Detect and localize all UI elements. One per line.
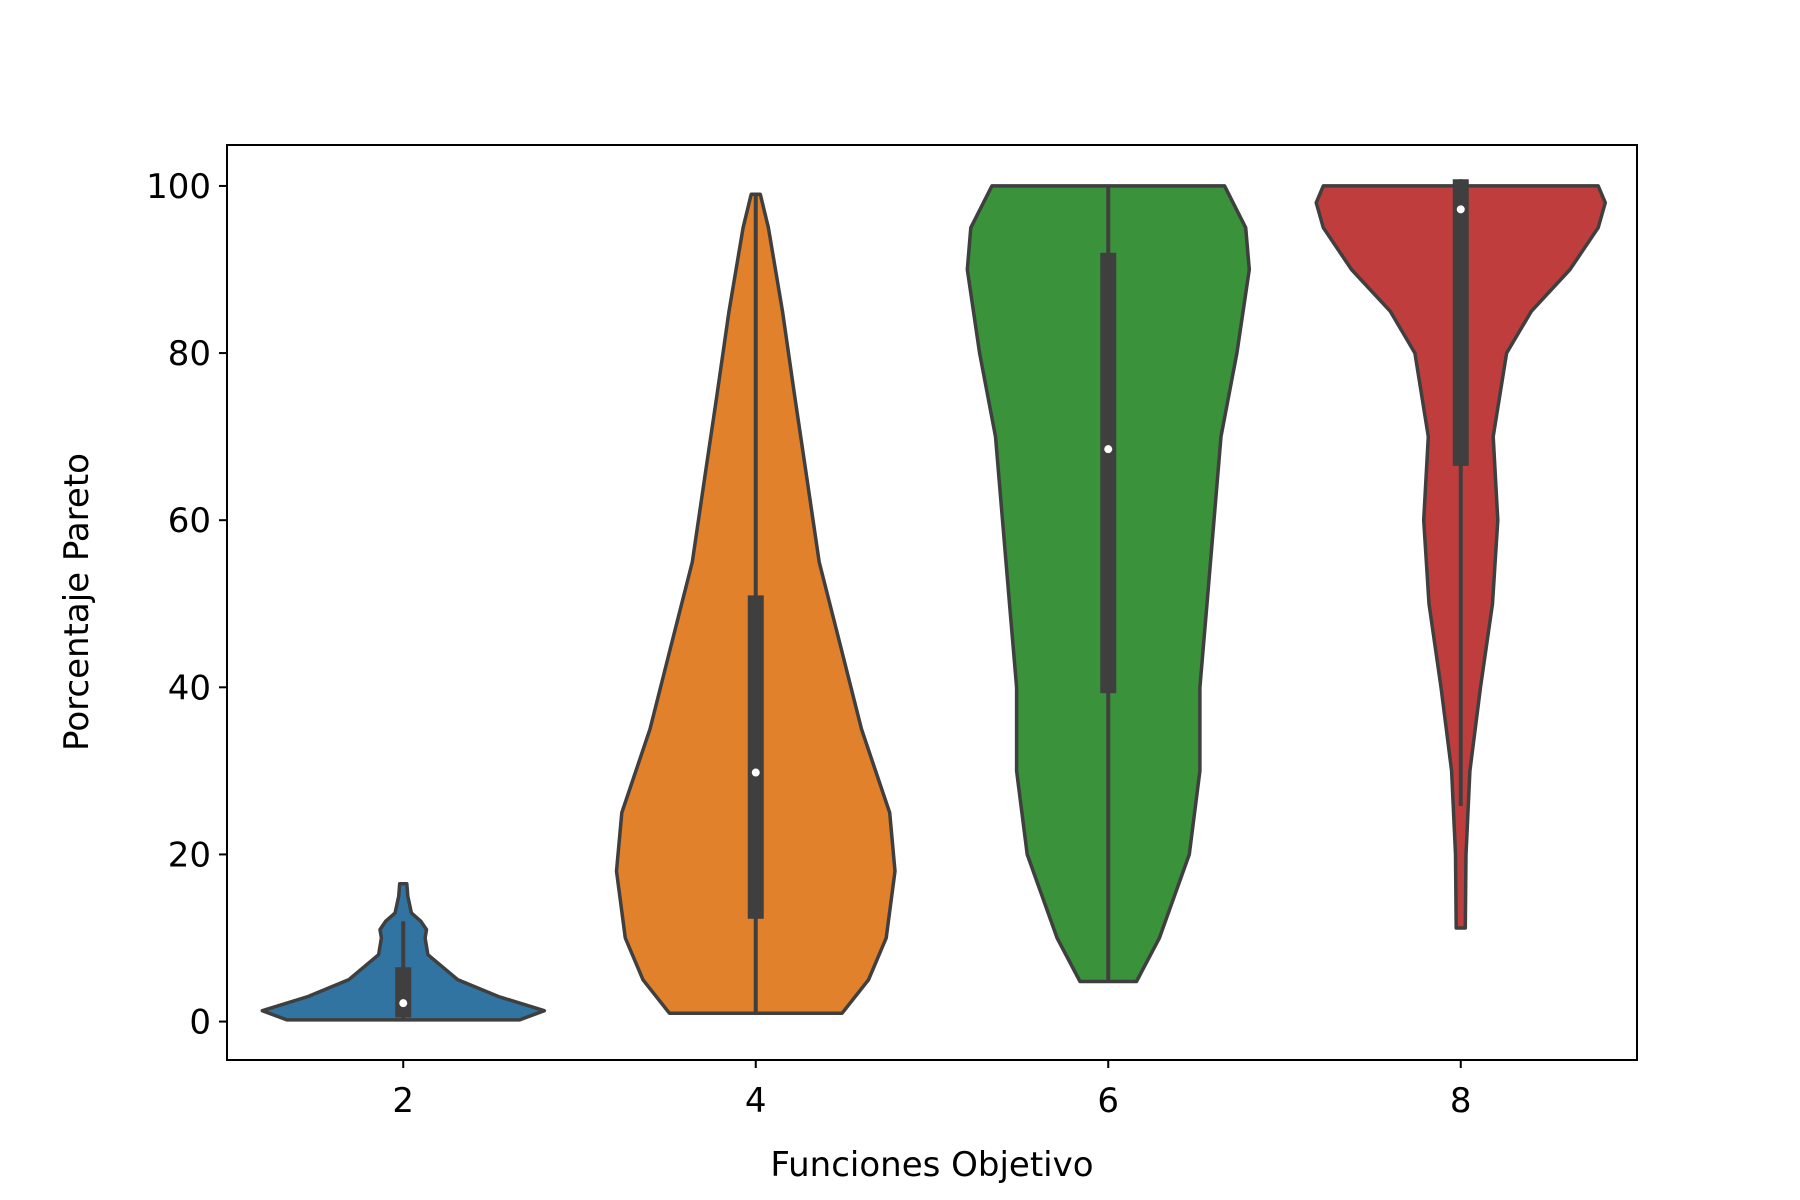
box [1100,252,1117,694]
x-tick-label: 8 [1450,1081,1472,1121]
plot-frame [226,144,1638,1061]
x-axis-label: Funciones Objetivo [770,1145,1093,1185]
x-tick-label: 6 [1097,1081,1119,1121]
x-tick-label: 4 [745,1081,767,1121]
median [751,768,760,777]
y-tick-label: 20 [168,835,211,875]
median [1104,445,1113,454]
y-tick-label: 40 [168,668,211,708]
y-tick-label: 100 [146,167,211,207]
box [395,967,412,1018]
median [399,999,408,1008]
box [1452,179,1469,466]
y-tick-label: 60 [168,501,211,541]
box [747,595,764,919]
y-tick-label: 0 [189,1003,211,1043]
median [1456,205,1465,214]
x-tick-label: 2 [392,1081,414,1121]
y-tick-label: 80 [168,334,211,374]
y-axis-label: Porcentaje Pareto [57,453,97,751]
